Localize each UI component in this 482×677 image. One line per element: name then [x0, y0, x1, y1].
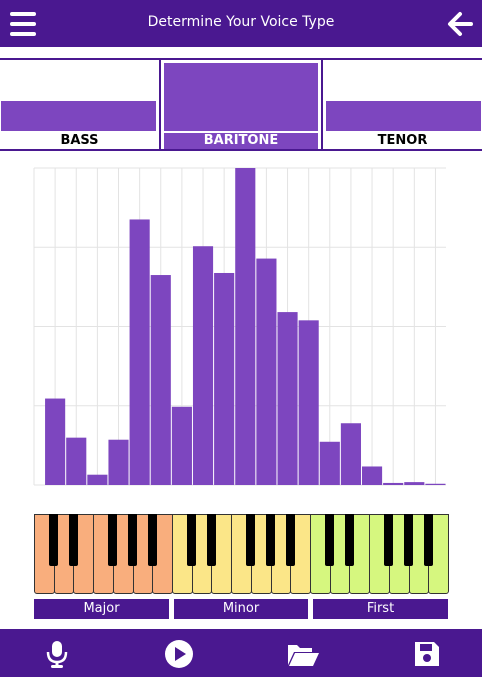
histogram-bar: [404, 482, 425, 485]
histogram-bar: [214, 272, 235, 485]
bottom-toolbar: [0, 629, 482, 677]
voice-type-baritone[interactable]: BARITONE: [159, 60, 323, 149]
histogram-bar: [277, 312, 298, 485]
black-key[interactable]: [206, 514, 216, 566]
histogram-bar: [45, 398, 66, 485]
voice-type-bass[interactable]: BASS: [0, 60, 159, 149]
histogram-bar: [87, 474, 108, 485]
black-key[interactable]: [285, 514, 295, 566]
histogram-bar: [340, 423, 361, 485]
black-key[interactable]: [108, 514, 118, 566]
voice-type-selector: BASS BARITONE TENOR: [0, 58, 482, 151]
histogram-bar: [108, 439, 129, 485]
black-key[interactable]: [128, 514, 138, 566]
black-key[interactable]: [344, 514, 354, 566]
voice-type-label: TENOR: [377, 133, 428, 148]
black-key[interactable]: [266, 514, 276, 566]
black-key[interactable]: [423, 514, 433, 566]
black-key[interactable]: [404, 514, 414, 566]
voice-level-bar: [1, 101, 156, 131]
key-group-major[interactable]: Major: [34, 599, 169, 619]
histogram-bar: [171, 406, 192, 485]
page-title: Determine Your Voice Type: [147, 14, 335, 30]
black-key[interactable]: [325, 514, 335, 566]
histogram-bar: [383, 482, 404, 485]
histogram-bar: [192, 246, 214, 485]
histogram-bar: [361, 466, 383, 485]
histogram-bar: [235, 168, 256, 485]
black-key[interactable]: [68, 514, 78, 566]
voice-type-tenor[interactable]: TENOR: [323, 60, 482, 149]
black-key[interactable]: [246, 514, 256, 566]
histogram-bar: [425, 483, 446, 485]
voice-level-bar: [326, 101, 481, 131]
piano-keyboard[interactable]: [34, 514, 449, 594]
voice-type-label: BASS: [60, 133, 99, 148]
histogram-bar: [256, 258, 277, 485]
menu-icon[interactable]: [10, 12, 36, 36]
voice-range-histogram: [33, 167, 446, 486]
key-group-minor[interactable]: Minor: [174, 599, 308, 619]
microphone-icon[interactable]: [42, 639, 72, 669]
arrow-left-icon[interactable]: [446, 10, 474, 38]
histogram-bar: [298, 320, 319, 485]
black-key[interactable]: [49, 514, 59, 566]
black-key[interactable]: [187, 514, 197, 566]
histogram-bar: [150, 275, 171, 485]
app-header: Determine Your Voice Type: [0, 0, 482, 47]
key-group-first[interactable]: First: [313, 599, 448, 619]
histogram-bar: [319, 441, 340, 485]
voice-type-label: BARITONE: [164, 133, 318, 149]
black-key[interactable]: [147, 514, 157, 566]
histogram-bar: [66, 437, 87, 485]
histogram-bar: [129, 219, 150, 485]
black-key[interactable]: [384, 514, 394, 566]
voice-level-bar: [164, 63, 318, 131]
folder-open-icon[interactable]: [286, 639, 320, 669]
play-icon[interactable]: [164, 639, 194, 669]
save-icon[interactable]: [412, 639, 442, 669]
